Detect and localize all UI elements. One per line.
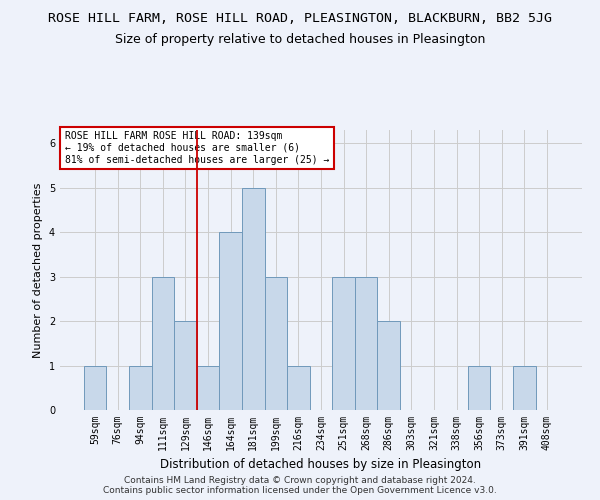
- Text: ROSE HILL FARM, ROSE HILL ROAD, PLEASINGTON, BLACKBURN, BB2 5JG: ROSE HILL FARM, ROSE HILL ROAD, PLEASING…: [48, 12, 552, 26]
- Bar: [287, 366, 310, 410]
- Bar: [513, 366, 536, 410]
- Bar: [332, 276, 355, 410]
- Bar: [377, 321, 400, 410]
- Bar: [152, 276, 174, 410]
- Bar: [468, 366, 490, 410]
- Bar: [265, 276, 287, 410]
- Bar: [129, 366, 152, 410]
- Text: Size of property relative to detached houses in Pleasington: Size of property relative to detached ho…: [115, 32, 485, 46]
- Text: Contains HM Land Registry data © Crown copyright and database right 2024.
Contai: Contains HM Land Registry data © Crown c…: [103, 476, 497, 495]
- Text: ROSE HILL FARM ROSE HILL ROAD: 139sqm
← 19% of detached houses are smaller (6)
8: ROSE HILL FARM ROSE HILL ROAD: 139sqm ← …: [65, 132, 329, 164]
- Bar: [197, 366, 220, 410]
- Bar: [174, 321, 197, 410]
- Bar: [355, 276, 377, 410]
- Bar: [84, 366, 106, 410]
- Y-axis label: Number of detached properties: Number of detached properties: [34, 182, 43, 358]
- Bar: [242, 188, 265, 410]
- Bar: [220, 232, 242, 410]
- X-axis label: Distribution of detached houses by size in Pleasington: Distribution of detached houses by size …: [160, 458, 482, 471]
